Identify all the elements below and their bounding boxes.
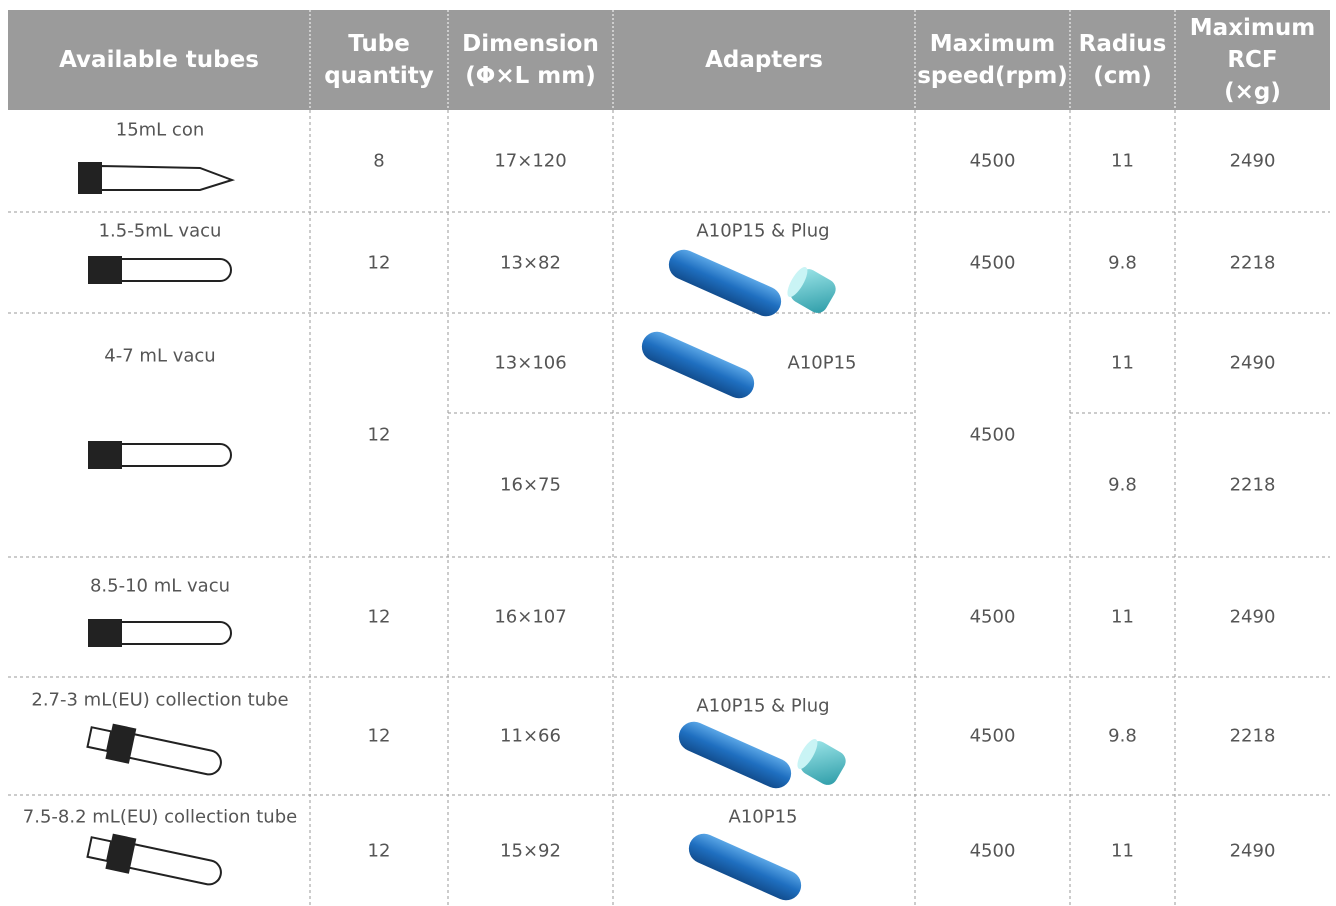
- tube-cap: [88, 441, 122, 469]
- cell-text: 2490: [1230, 151, 1276, 172]
- adapter-icon: [684, 829, 806, 905]
- cell-text: 11: [1111, 607, 1134, 628]
- header-text: speed(rpm): [917, 63, 1068, 89]
- cell-text: 4500: [970, 425, 1016, 446]
- cell-text: 4500: [970, 726, 1016, 747]
- adapter-icon: [674, 717, 796, 793]
- cell-text: 4500: [970, 840, 1016, 861]
- cell-text: 2218: [1230, 475, 1276, 496]
- cell-text: 11: [1111, 353, 1134, 374]
- header-text: quantity: [324, 63, 434, 89]
- cell-text: 1.5-5mL vacu: [99, 221, 222, 242]
- tube-icon: [88, 441, 231, 469]
- cell-text: 2490: [1230, 607, 1276, 628]
- cell-text: 15mL con: [116, 120, 205, 141]
- tube-body: [120, 259, 231, 281]
- tube-body: [120, 622, 231, 644]
- adapter-tube: [664, 245, 786, 321]
- cell-text: 4500: [970, 151, 1016, 172]
- cell-text: 2490: [1230, 840, 1276, 861]
- adapter-icon: [637, 327, 759, 403]
- cell-text: 17×120: [494, 151, 566, 172]
- tube-icon: [86, 829, 225, 892]
- cell-text: 2218: [1230, 726, 1276, 747]
- cell-text: 16×107: [494, 607, 566, 628]
- header-text: Maximum: [930, 31, 1055, 57]
- cell-text: A10P15: [729, 807, 798, 828]
- cell-text: 8.5-10 mL vacu: [90, 576, 230, 597]
- cell-text: 11×66: [500, 726, 561, 747]
- cell-text: 4500: [970, 252, 1016, 273]
- header-text: Maximum: [1190, 15, 1315, 41]
- cell-text: 4500: [970, 607, 1016, 628]
- cell-text: 2490: [1230, 353, 1276, 374]
- header-text: Dimension: [462, 31, 599, 57]
- header-text: Adapters: [705, 47, 823, 73]
- header-text: RCF: [1227, 47, 1277, 73]
- cell-text: 12: [368, 425, 391, 446]
- tube-cap: [88, 256, 122, 284]
- cell-text: 12: [368, 252, 391, 273]
- tube-icon: [88, 256, 231, 284]
- tube-body: [128, 734, 223, 777]
- plug-icon: [783, 263, 839, 316]
- tube-icon: [88, 619, 231, 647]
- header-text: (Φ×L mm): [465, 63, 595, 89]
- tube-cap: [88, 619, 122, 647]
- adapter-tube: [684, 829, 806, 905]
- tube-icon: [86, 719, 225, 782]
- cell-text: 12: [368, 607, 391, 628]
- tube-cap: [87, 727, 111, 751]
- cell-text: 4-7 mL vacu: [104, 346, 215, 367]
- header-text: Available tubes: [59, 47, 259, 73]
- header-text: (×g): [1224, 79, 1281, 105]
- cell-text: 12: [368, 840, 391, 861]
- adapter-tube: [674, 717, 796, 793]
- tube-body: [100, 166, 232, 190]
- cell-text: 8: [373, 151, 384, 172]
- tube-body: [120, 444, 231, 466]
- cell-text: 15×92: [500, 840, 561, 861]
- cell-text: 2.7-3 mL(EU) collection tube: [31, 690, 288, 711]
- cell-text: 9.8: [1108, 726, 1137, 747]
- header-text: (cm): [1093, 63, 1152, 89]
- cell-text: A10P15 & Plug: [696, 221, 829, 242]
- cell-text: 13×106: [494, 353, 566, 374]
- tube-body: [128, 844, 223, 887]
- header-text: Radius: [1079, 31, 1167, 57]
- cell-text: A10P15: [788, 353, 857, 374]
- cell-text: A10P15 & Plug: [696, 696, 829, 717]
- plug-icon: [793, 735, 849, 788]
- cell-text: 12: [368, 726, 391, 747]
- cell-text: 9.8: [1108, 252, 1137, 273]
- cell-text: 16×75: [500, 475, 561, 496]
- cell-text: 7.5-8.2 mL(EU) collection tube: [23, 807, 297, 828]
- cell-text: 11: [1111, 151, 1134, 172]
- cell-text: 13×82: [500, 252, 561, 273]
- cell-text: 2218: [1230, 252, 1276, 273]
- tube-cap: [87, 837, 111, 861]
- tube-icon: [78, 162, 232, 194]
- tube-cap: [78, 162, 102, 194]
- adapter-icon: [664, 245, 786, 321]
- cell-text: 11: [1111, 840, 1134, 861]
- cell-text: 9.8: [1108, 475, 1137, 496]
- page: Available tubes Tube quantity Dimension (Φ×L…: [0, 0, 1336, 906]
- adapter-tube: [637, 327, 759, 403]
- header-text: Tube: [348, 31, 410, 57]
